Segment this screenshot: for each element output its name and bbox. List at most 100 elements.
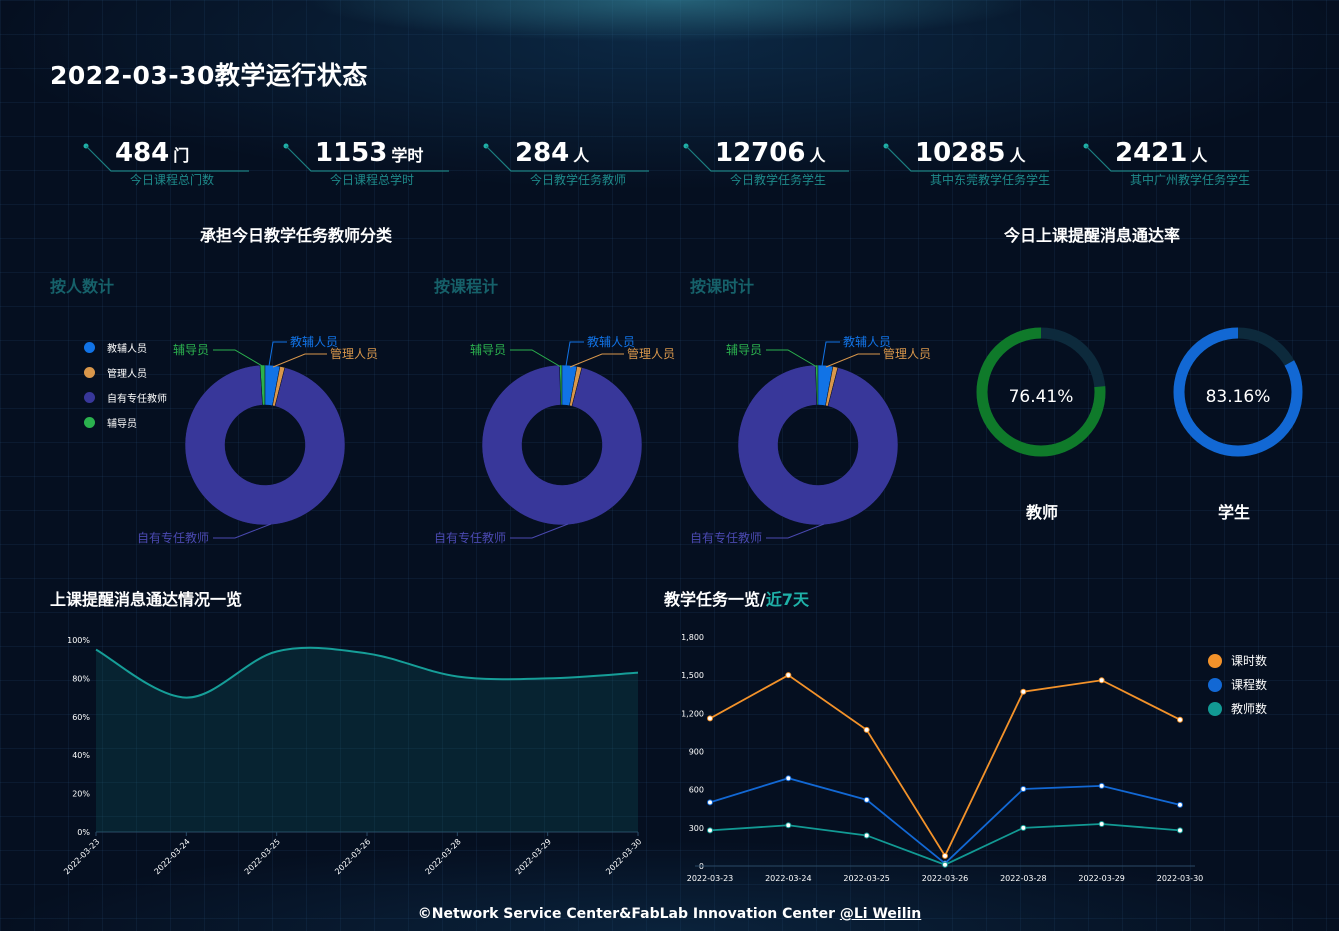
x-tick-label: 2022-03-26 xyxy=(922,874,969,883)
stat-unit: 门 xyxy=(173,146,190,165)
series-point xyxy=(942,861,948,868)
x-tick-label: 2022-03-23 xyxy=(62,837,101,876)
y-tick-label: 600 xyxy=(689,786,704,795)
x-tick-label: 2022-03-29 xyxy=(514,837,553,876)
stat-label: 其中广州教学任务学生 xyxy=(1130,173,1251,187)
rate-label-teacher: 教师 xyxy=(1026,503,1059,522)
donut-slice-label: 自有专任教师 xyxy=(137,530,209,545)
subtitle-by-count: 按人数计 xyxy=(50,277,115,296)
stat-number: 1153 xyxy=(315,138,388,168)
subtitle-by-course: 按课程计 xyxy=(434,277,499,296)
stat-number: 10285 xyxy=(915,138,1006,168)
stat-card: 1153 学时 今日课程总学时 xyxy=(283,136,458,188)
series-line xyxy=(709,777,1181,865)
legend-item-teaching-assistant[interactable]: 教辅人员 xyxy=(84,340,147,355)
stat-label: 今日课程总门数 xyxy=(130,173,215,187)
stat-connector-line xyxy=(1083,143,1249,172)
donut-leader-line xyxy=(510,523,569,539)
donut-leader-line xyxy=(565,341,584,367)
donut-slice-label: 教辅人员 xyxy=(843,334,891,349)
stat-card: 12706 人今日教学任务学生 xyxy=(683,136,858,188)
series-point xyxy=(1177,716,1183,723)
series-point xyxy=(1020,824,1027,831)
legend-label: 课时数 xyxy=(1231,653,1267,668)
stat-connector-line xyxy=(83,143,249,172)
stat-card: 484 门今日课程总门数 xyxy=(83,136,258,188)
donut-slice-label: 辅导员 xyxy=(173,343,209,357)
x-tick-label: 2022-03-29 xyxy=(1078,874,1125,883)
stat-number: 2421 xyxy=(1115,138,1188,168)
stat-connector-line xyxy=(283,143,449,172)
series-point xyxy=(1020,786,1027,793)
series-point xyxy=(1020,688,1027,695)
rate-ring: 83.16% xyxy=(1173,327,1303,457)
line-series xyxy=(707,821,1183,868)
x-tick-label: 2022-03-26 xyxy=(333,837,372,876)
series-line xyxy=(709,674,1181,858)
page-title: 2022-03-30教学运行状态 xyxy=(50,61,368,90)
footer: ©Network Service Center&FabLab Innovatio… xyxy=(0,906,1339,922)
series-point xyxy=(1177,827,1183,834)
stat-value: 284 人 xyxy=(515,138,589,168)
legend-label: 管理人员 xyxy=(107,369,147,380)
stat-value: 10285 人 xyxy=(915,138,1025,168)
stat-card: 284 人今日教学任务教师 xyxy=(483,136,658,188)
stat-value: 484 门 xyxy=(115,138,189,168)
footer-text: ©Network Service Center&FabLab Innovatio… xyxy=(417,906,840,922)
stat-unit: 人 xyxy=(573,146,590,165)
legend-item-fulltime-teacher[interactable]: 自有专任教师 xyxy=(84,390,167,405)
donut-leader-line xyxy=(766,349,818,368)
legend-dot-icon xyxy=(84,342,95,353)
donut-slice-label: 管理人员 xyxy=(330,346,378,361)
stat-value: 1153 学时 xyxy=(315,138,423,168)
x-tick-label: 2022-03-25 xyxy=(843,874,890,883)
donut-leader-line xyxy=(825,353,880,368)
teaching-task-line-chart: 03006009001,2001,5001,8002022-03-232022-… xyxy=(681,633,1267,883)
legend-item-management[interactable]: 管理人员 xyxy=(84,365,147,380)
teacher-section-title: 承担今日教学任务教师分类 xyxy=(200,226,393,245)
x-tick-label: 2022-03-25 xyxy=(243,837,282,876)
series-point xyxy=(785,672,792,679)
rate-ring: 76.41% xyxy=(976,327,1106,457)
donut-leader-line xyxy=(766,523,825,539)
donut-leader-line xyxy=(213,523,272,539)
task-title-main: 教学任务一览/ xyxy=(664,590,766,609)
legend-item-counselor[interactable]: 辅导员 xyxy=(84,415,137,430)
legend-dot-icon xyxy=(84,367,95,378)
footer-author-link[interactable]: @Li Weilin xyxy=(839,906,922,922)
y-tick-label: 1,500 xyxy=(681,671,704,680)
donut-slice-label: 管理人员 xyxy=(627,346,675,361)
series-point xyxy=(1098,782,1105,789)
stat-value: 2421 人 xyxy=(1115,138,1207,168)
donut-leader-line xyxy=(268,341,287,367)
donut-slice-label: 辅导员 xyxy=(470,343,506,357)
ring-progress xyxy=(1173,327,1303,457)
stat-value: 12706 人 xyxy=(715,138,825,168)
y-tick-label: 1,200 xyxy=(681,709,704,718)
series-point xyxy=(1098,677,1105,684)
task-section-title: 教学任务一览/近7天 xyxy=(664,586,809,610)
y-tick-label: 300 xyxy=(689,824,704,833)
rate-section-title: 今日上课提醒消息通达率 xyxy=(1004,226,1181,245)
subtitle-by-hours: 按课时计 xyxy=(690,277,755,296)
stat-number: 484 xyxy=(115,138,170,168)
series-point xyxy=(785,822,792,829)
stat-connector-line xyxy=(483,143,649,172)
y-tick-label: 100% xyxy=(67,636,90,645)
donut-slice-label: 教辅人员 xyxy=(587,334,635,349)
stat-unit: 学时 xyxy=(391,146,424,165)
legend-label: 自有专任教师 xyxy=(107,394,167,405)
y-tick-label: 60% xyxy=(72,713,90,722)
series-point xyxy=(1177,801,1183,808)
donut-leader-line xyxy=(569,353,624,368)
line-series xyxy=(707,775,1183,867)
donut-slice xyxy=(737,364,899,526)
stat-number: 284 xyxy=(515,138,570,168)
series-point xyxy=(863,726,870,733)
donut-leader-line xyxy=(821,341,840,367)
donut-leader-line xyxy=(510,349,562,368)
